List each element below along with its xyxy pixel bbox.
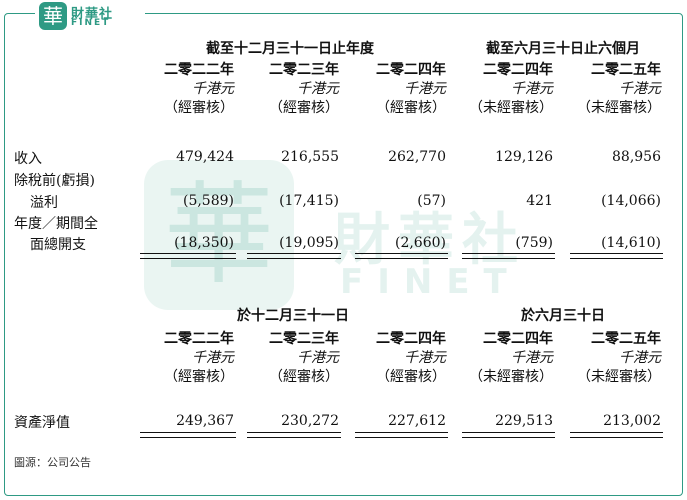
table-cell: 88,956 [612,149,661,165]
column-year: 二零二五年 [591,62,661,78]
table1-header-year: 截至十二月三十一日止年度 [206,41,374,57]
double-underline [570,432,663,438]
column-audit: （經審核） [269,100,339,116]
table-cell: (19,095) [279,235,339,251]
table1-column-2024-h1: 二零二四年 千港元 （未經審核） [457,61,553,118]
table-cell: (57) [417,193,446,209]
double-underline [140,432,236,438]
row-label-net-assets: 資產淨值 [14,415,70,431]
table-cell: (2,660) [394,235,446,251]
column-unit: 千港元 [619,350,661,366]
logo-chinese-name: 財華社 [71,7,114,22]
column-unit: 千港元 [192,81,234,97]
table2-column-2024: 二零二四年 千港元 （經審核） [350,330,446,387]
table-cell: 230,272 [281,413,339,429]
table-cell: 129,126 [495,149,553,165]
row-label-tce-line1: 年度／期間全 [14,216,98,232]
table-cell: 213,002 [603,413,661,429]
column-audit: （經審核） [164,100,234,116]
content-frame [4,13,683,496]
row-label-pbt-line2: 溢利 [30,195,58,211]
table1-column-2022: 二零二二年 千港元 （經審核） [138,61,234,118]
column-audit: （經審核） [269,369,339,385]
column-unit: 千港元 [619,81,661,97]
table-cell: (5,589) [182,193,234,209]
column-audit: （未經審核） [469,100,553,116]
column-year: 二零二二年 [164,331,234,347]
table1-header-six-month: 截至六月三十日止六個月 [486,41,640,57]
row-label-pbt-line1: 除稅前(虧損) [14,173,95,189]
column-audit: （未經審核） [577,369,661,385]
column-unit: 千港元 [404,350,446,366]
table1-column-2024: 二零二四年 千港元 （經審核） [350,61,446,118]
table-cell: 479,424 [176,149,234,165]
double-underline [462,253,555,259]
column-audit: （經審核） [376,100,446,116]
row-label-tce-line2: 面總開支 [30,237,86,253]
table-cell: 249,367 [176,413,234,429]
column-unit: 千港元 [297,350,339,366]
column-year: 二零二二年 [164,62,234,78]
column-audit: （未經審核） [577,100,661,116]
table-cell: 421 [526,193,553,209]
table1-column-2025-h1: 二零二五年 千港元 （未經審核） [565,61,661,118]
column-year: 二零二四年 [376,62,446,78]
column-unit: 千港元 [192,350,234,366]
column-year: 二零二四年 [376,331,446,347]
double-underline [355,253,448,259]
column-year: 二零二四年 [483,62,553,78]
table1-column-2023: 二零二三年 千港元 （經審核） [243,61,339,118]
table-cell: (14,066) [601,193,661,209]
table2-header-six-month: 於六月三十日 [521,308,605,324]
column-unit: 千港元 [511,350,553,366]
column-audit: （經審核） [376,369,446,385]
table-cell: 227,612 [388,413,446,429]
logo-english-name: FINET [71,18,111,28]
column-year: 二零二四年 [483,331,553,347]
double-underline [247,253,341,259]
table-cell: (17,415) [279,193,339,209]
finet-logo: 華 財華社 FINET [35,2,145,32]
table2-column-2023: 二零二三年 千港元 （經審核） [243,330,339,387]
column-year: 二零二五年 [591,331,661,347]
column-audit: （未經審核） [469,369,553,385]
image-source-caption: 圖源：公司公告 [14,456,91,469]
table-cell: 229,513 [495,413,553,429]
column-year: 二零二三年 [269,62,339,78]
table-cell: 262,770 [388,149,446,165]
table-cell: (14,610) [601,235,661,251]
double-underline [570,253,663,259]
table-cell: (759) [515,235,553,251]
double-underline [355,432,448,438]
table2-column-2022: 二零二二年 千港元 （經審核） [138,330,234,387]
column-unit: 千港元 [511,81,553,97]
table-cell: 216,555 [281,149,339,165]
table2-header-year: 於十二月三十一日 [237,308,349,324]
double-underline [140,253,236,259]
column-audit: （經審核） [164,369,234,385]
table-cell: (18,350) [174,235,234,251]
double-underline [247,432,341,438]
table2-column-2024-h1: 二零二四年 千港元 （未經審核） [457,330,553,387]
row-label-revenue: 收入 [14,151,42,167]
double-underline [462,432,555,438]
column-unit: 千港元 [297,81,339,97]
column-unit: 千港元 [404,81,446,97]
finet-logo-icon: 華 [39,2,67,30]
column-year: 二零二三年 [269,331,339,347]
table2-column-2025-h1: 二零二五年 千港元 （未經審核） [565,330,661,387]
